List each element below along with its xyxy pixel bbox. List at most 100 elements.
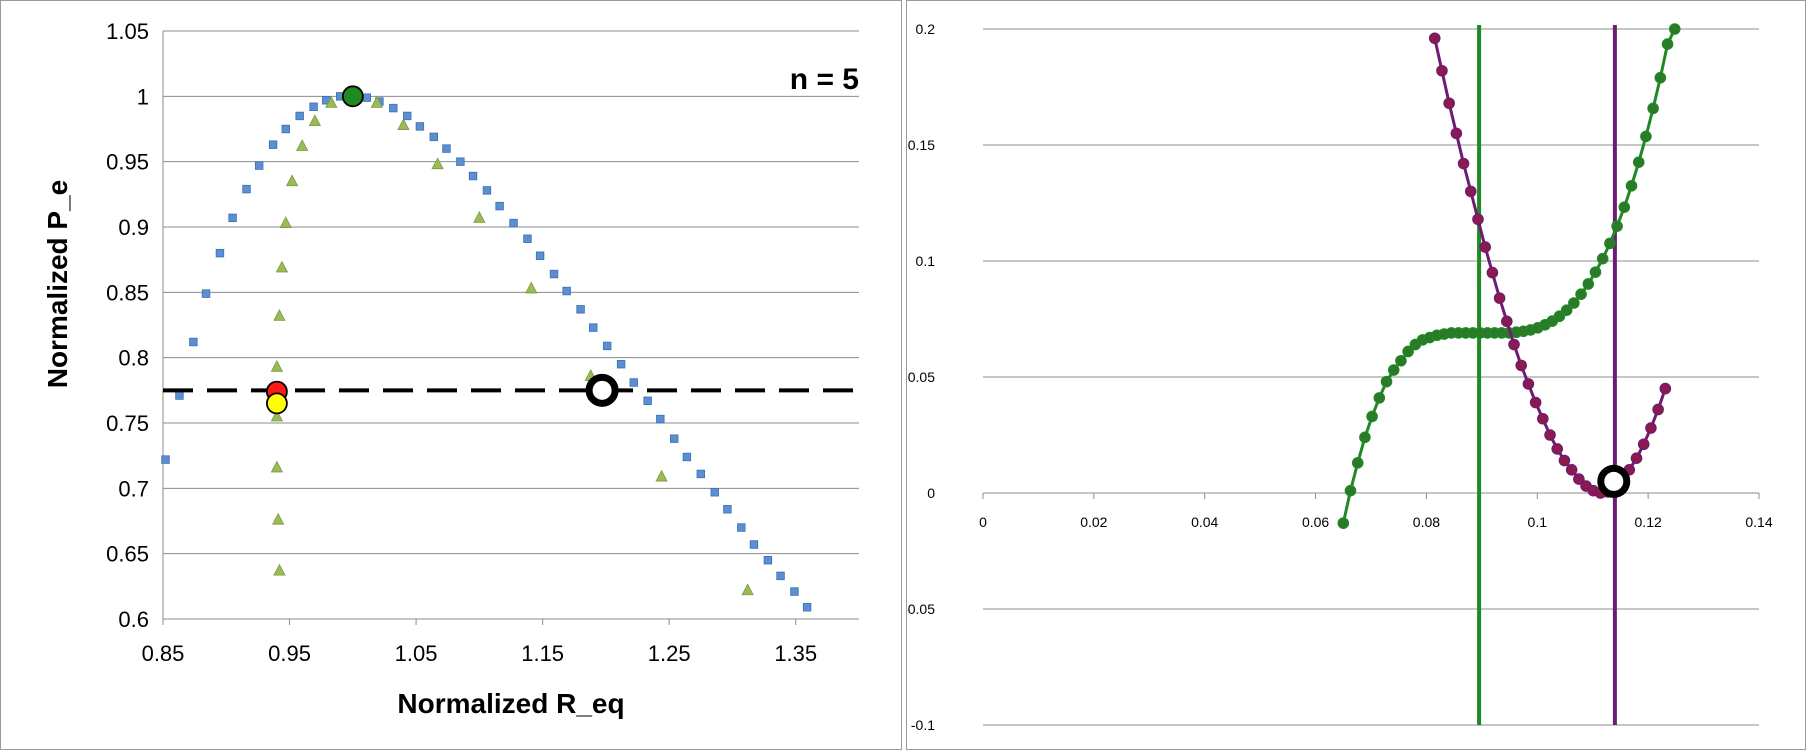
x-tick-label: 1.05 bbox=[395, 641, 438, 666]
x-tick-label: 0.85 bbox=[142, 641, 185, 666]
left-series bbox=[161, 89, 812, 612]
square-marker bbox=[589, 323, 598, 332]
y-tick-label: 0.05 bbox=[908, 369, 935, 385]
square-marker bbox=[403, 111, 412, 121]
series-point bbox=[1500, 315, 1513, 328]
square-marker bbox=[682, 452, 692, 462]
square-marker bbox=[415, 122, 425, 131]
left-chart-panel: 0.6 0.65 0.7 0.75 0.8 0.85 0.9 0.95 1 1.05 0.85 0.9… bbox=[0, 0, 902, 750]
y-tick-label: -0.05 bbox=[907, 601, 935, 617]
left-tick-labels: 0.6 0.65 0.7 0.75 0.8 0.85 0.9 0.95 1 1.05 0.85 0.9… bbox=[106, 19, 817, 666]
series-point bbox=[1515, 359, 1528, 372]
x-tick-label: 0.08 bbox=[1413, 514, 1440, 530]
series-point bbox=[1647, 102, 1659, 115]
series-point bbox=[1395, 354, 1407, 367]
series-point bbox=[1645, 422, 1657, 434]
triangle-marker bbox=[271, 512, 285, 525]
series-point bbox=[1668, 23, 1681, 35]
series-point bbox=[1589, 266, 1602, 278]
square-marker bbox=[696, 469, 706, 479]
square-marker bbox=[482, 186, 492, 195]
highlight-ring-marker bbox=[1597, 464, 1631, 498]
series-point bbox=[1337, 517, 1350, 529]
x-axis-title: Normalized R_eq bbox=[397, 688, 624, 719]
highlight-point-marker bbox=[265, 392, 288, 415]
triangle-marker bbox=[275, 260, 289, 273]
series-line bbox=[1433, 37, 1667, 495]
square-marker bbox=[161, 455, 170, 464]
square-marker bbox=[549, 269, 559, 279]
highlight-point-marker bbox=[341, 85, 364, 108]
series-point bbox=[1582, 278, 1595, 290]
right-highlight-points bbox=[1597, 464, 1631, 498]
y-tick-label: 0.1 bbox=[916, 253, 936, 269]
highlight-ring-marker bbox=[585, 373, 619, 407]
x-tick-label: 1.25 bbox=[648, 641, 691, 666]
square-marker bbox=[535, 251, 545, 260]
series-point bbox=[1366, 410, 1378, 423]
y-tick-label: 0.95 bbox=[106, 150, 149, 175]
x-tick-label: 0.04 bbox=[1191, 514, 1218, 530]
y-tick-label: 0.6 bbox=[118, 607, 149, 632]
y-tick-label: 1.05 bbox=[106, 19, 149, 44]
series-point bbox=[1558, 454, 1571, 467]
series-point bbox=[1596, 252, 1609, 265]
square-marker bbox=[643, 396, 652, 405]
x-tick-label: 0.12 bbox=[1635, 514, 1662, 530]
triangle-marker bbox=[285, 174, 299, 187]
series-point bbox=[1625, 180, 1638, 192]
square-marker bbox=[670, 434, 679, 443]
triangle-marker bbox=[655, 469, 668, 482]
series-point bbox=[1661, 38, 1674, 50]
square-marker bbox=[468, 171, 478, 181]
triangle-marker bbox=[270, 359, 284, 372]
square-marker bbox=[576, 305, 585, 314]
y-tick-label: 0.75 bbox=[106, 411, 149, 436]
series-point bbox=[1479, 241, 1491, 253]
x-tick-label: 0.1 bbox=[1528, 514, 1548, 530]
series-point bbox=[1443, 97, 1455, 110]
series-point bbox=[1493, 292, 1506, 304]
series-point bbox=[1568, 297, 1580, 309]
series-point bbox=[1640, 130, 1652, 143]
triangle-marker bbox=[370, 96, 384, 108]
square-marker bbox=[201, 289, 211, 298]
square-marker bbox=[254, 161, 264, 170]
square-marker bbox=[616, 359, 626, 369]
series-point bbox=[1428, 32, 1441, 45]
series-point bbox=[1632, 156, 1645, 168]
triangle-marker bbox=[431, 157, 444, 170]
series-point bbox=[1522, 378, 1535, 390]
series-point bbox=[1508, 338, 1520, 351]
square-marker bbox=[281, 124, 290, 134]
y-tick-label: 0.15 bbox=[908, 137, 935, 153]
series-point bbox=[1436, 64, 1448, 77]
right-chart-panel: -0.1 -0.05 0 0.05 0.1 0.15 0.2 0 0.02 0.04 0.06 0.0… bbox=[906, 0, 1806, 750]
triangle-marker bbox=[308, 114, 322, 127]
triangle-marker bbox=[279, 216, 292, 228]
triangle-marker bbox=[325, 96, 338, 108]
square-marker bbox=[523, 234, 532, 243]
square-marker bbox=[268, 140, 278, 149]
square-marker bbox=[710, 488, 719, 497]
triangle-marker bbox=[270, 409, 284, 422]
series-point bbox=[1630, 452, 1643, 464]
y-tick-label: 0.7 bbox=[118, 476, 149, 501]
right-vertical-lines bbox=[1477, 25, 1617, 725]
series-point bbox=[1373, 392, 1386, 404]
series-point bbox=[1457, 157, 1470, 170]
series-point bbox=[1575, 288, 1587, 300]
square-marker bbox=[723, 505, 732, 514]
right-tick-labels: -0.1 -0.05 0 0.05 0.1 0.15 0.2 0 0.02 0.04 0.06 0.0… bbox=[907, 21, 1773, 733]
y-tick-label: 1 bbox=[137, 84, 149, 109]
series-point bbox=[1387, 364, 1400, 376]
square-marker bbox=[362, 93, 371, 102]
x-tick-label: 0.95 bbox=[268, 641, 311, 666]
series-point bbox=[1537, 412, 1549, 425]
square-marker bbox=[763, 556, 773, 565]
square-marker bbox=[242, 184, 251, 194]
left-highlight-points bbox=[265, 85, 619, 415]
series-point bbox=[1573, 473, 1585, 485]
y-tick-label: 0 bbox=[927, 485, 935, 501]
series-point bbox=[1359, 431, 1371, 444]
